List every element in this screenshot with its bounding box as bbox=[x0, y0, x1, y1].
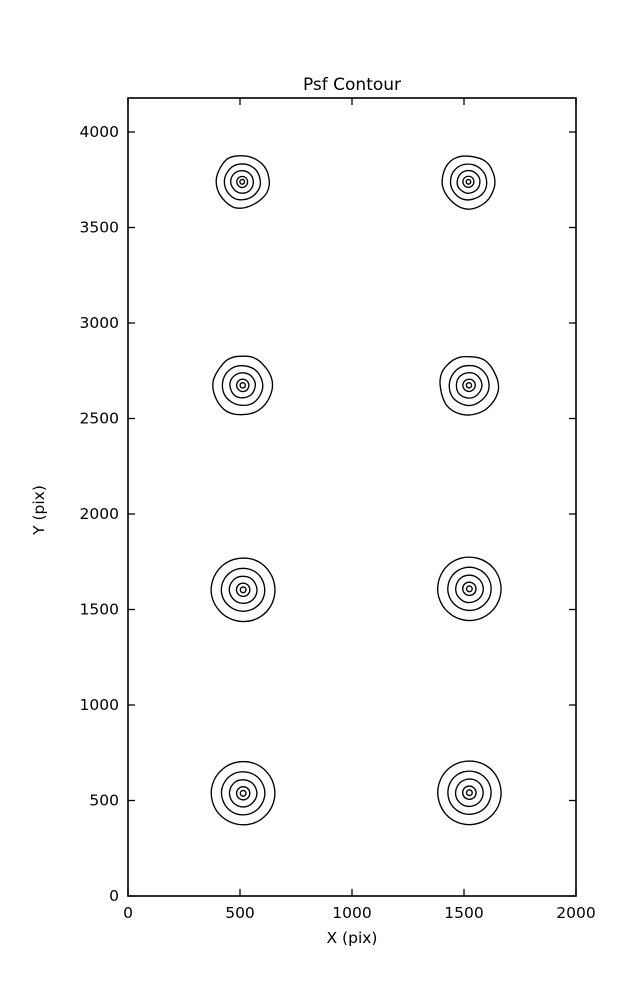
contour-level-4 bbox=[465, 178, 472, 185]
y-tick-label: 2500 bbox=[80, 410, 119, 428]
x-tick-label: 1000 bbox=[332, 904, 371, 922]
contour-level-4 bbox=[465, 382, 473, 389]
contour-level-1 bbox=[448, 364, 490, 407]
contour-level-0 bbox=[441, 155, 496, 210]
y-axis-ticks bbox=[128, 131, 576, 897]
y-tick-label: 0 bbox=[109, 887, 119, 905]
contour-level-3 bbox=[462, 175, 475, 188]
contour-level-0 bbox=[212, 355, 274, 416]
contour-level-3 bbox=[461, 785, 477, 800]
contour-level-3 bbox=[235, 785, 251, 801]
x-tick-label: 1500 bbox=[444, 904, 483, 922]
psf-contour-group bbox=[210, 557, 276, 623]
contour-level-0 bbox=[210, 557, 276, 623]
contour-level-3 bbox=[235, 582, 251, 597]
contour-level-2 bbox=[230, 169, 254, 194]
contour-level-4 bbox=[239, 178, 246, 185]
x-axis-ticks bbox=[127, 98, 577, 896]
contour-level-1 bbox=[449, 163, 488, 201]
x-tick-label: 500 bbox=[225, 904, 255, 922]
y-tick-label: 1000 bbox=[80, 696, 119, 714]
psf-contour-group bbox=[212, 355, 274, 416]
contour-level-1 bbox=[220, 771, 266, 816]
contour-level-1 bbox=[223, 163, 262, 201]
contour-level-2 bbox=[456, 169, 481, 194]
contour-level-0 bbox=[439, 355, 500, 416]
contour-level-4 bbox=[239, 382, 247, 389]
contour-level-3 bbox=[462, 378, 476, 393]
x-axis-tick-labels: 0 500 1000 1500 2000 bbox=[123, 904, 596, 922]
contour-level-1 bbox=[447, 770, 492, 815]
psf-contour-group bbox=[441, 155, 496, 210]
psf-contour-group bbox=[210, 760, 276, 826]
contour-layer bbox=[210, 155, 502, 826]
contour-level-4 bbox=[465, 585, 473, 593]
y-tick-label: 4000 bbox=[80, 123, 119, 141]
contour-level-4 bbox=[239, 586, 247, 594]
contour-level-1 bbox=[221, 365, 264, 407]
y-axis-tick-labels: 0 500 1000 1500 2000 2500 3000 3500 4000 bbox=[80, 123, 119, 905]
contour-level-2 bbox=[229, 372, 256, 399]
contour-level-2 bbox=[228, 779, 258, 808]
y-axis-label: Y (pix) bbox=[30, 485, 48, 536]
contour-level-4 bbox=[465, 789, 473, 797]
contour-level-3 bbox=[235, 378, 250, 393]
contour-level-3 bbox=[462, 581, 477, 597]
contour-level-2 bbox=[455, 574, 484, 604]
contour-level-2 bbox=[228, 575, 258, 604]
plot-title: Psf Contour bbox=[303, 75, 401, 95]
psf-contour-group bbox=[439, 355, 500, 416]
y-tick-label: 3000 bbox=[80, 314, 119, 332]
x-tick-label: 0 bbox=[123, 904, 133, 922]
contour-level-0 bbox=[210, 760, 276, 826]
contour-level-4 bbox=[239, 789, 247, 797]
y-tick-label: 2000 bbox=[80, 505, 119, 523]
contour-level-0 bbox=[215, 155, 271, 209]
y-tick-label: 1500 bbox=[80, 601, 119, 619]
psf-contour-group bbox=[215, 155, 271, 209]
contour-level-2 bbox=[454, 778, 484, 808]
psf-contour-group bbox=[437, 760, 502, 826]
x-axis-label: X (pix) bbox=[327, 929, 378, 947]
contour-level-0 bbox=[436, 556, 502, 622]
y-tick-label: 3500 bbox=[80, 219, 119, 237]
contour-level-1 bbox=[447, 566, 492, 612]
contour-level-3 bbox=[236, 175, 249, 189]
psf-contour-group bbox=[436, 556, 502, 622]
y-tick-label: 500 bbox=[89, 792, 119, 810]
x-tick-label: 2000 bbox=[556, 904, 595, 922]
contour-level-1 bbox=[220, 567, 266, 612]
contour-level-0 bbox=[437, 760, 502, 826]
contour-level-2 bbox=[455, 372, 483, 399]
